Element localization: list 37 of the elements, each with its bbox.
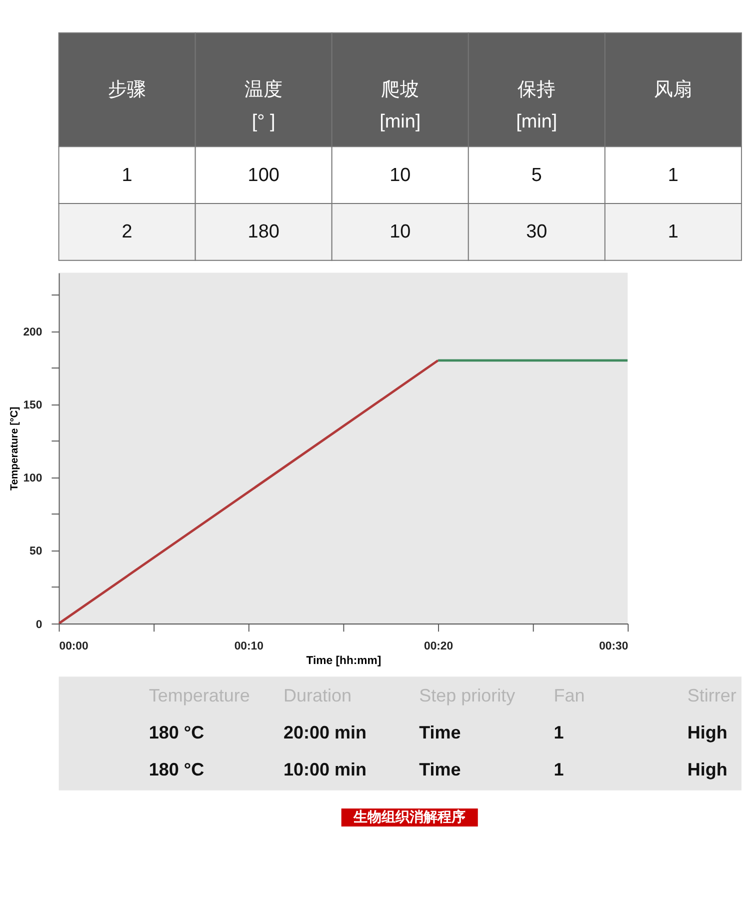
y-axis-title: Temperature [°C]	[10, 406, 21, 490]
text: Time	[419, 759, 461, 780]
text: 风扇	[654, 78, 692, 100]
y-tick-label: 200	[23, 326, 42, 338]
text: 1	[554, 722, 564, 742]
text: 2	[122, 222, 132, 243]
text: 20:00 min	[284, 722, 367, 742]
text: 1	[668, 164, 678, 186]
x-tick-label: 00:20	[424, 640, 454, 653]
text: High	[687, 722, 728, 742]
text: Time	[419, 722, 461, 742]
text: 100	[248, 164, 280, 186]
text: 180	[248, 222, 280, 243]
x-tick-label: 00:30	[599, 640, 628, 653]
y-tick-label: 100	[23, 472, 42, 485]
x-tick-label: 00:10	[234, 640, 264, 653]
text: 爬坡 [min]	[380, 79, 421, 133]
y-tick-label: 150	[23, 400, 42, 412]
text: 温度 [° ]	[244, 78, 283, 133]
text: High	[687, 759, 728, 780]
text: 生物组织消解程序	[352, 808, 466, 826]
text: 5	[531, 164, 542, 186]
text: 1	[122, 164, 132, 186]
text: 180 °C	[148, 722, 204, 742]
text: 1	[554, 759, 564, 780]
text: 1	[668, 222, 678, 243]
text: 30	[526, 222, 548, 243]
y-tick-label: 50	[30, 546, 42, 558]
text: 保持 [min]	[516, 79, 558, 133]
text: 10	[390, 164, 411, 186]
text: 10:00 min	[284, 759, 367, 780]
text: 180 °C	[148, 759, 204, 780]
text: 10	[390, 222, 411, 243]
text: 步骤	[108, 79, 146, 100]
y-tick-label: 0	[36, 618, 42, 631]
x-axis-title: Time [hh:mm]	[306, 654, 382, 667]
x-tick-label: 00:00	[59, 640, 88, 653]
